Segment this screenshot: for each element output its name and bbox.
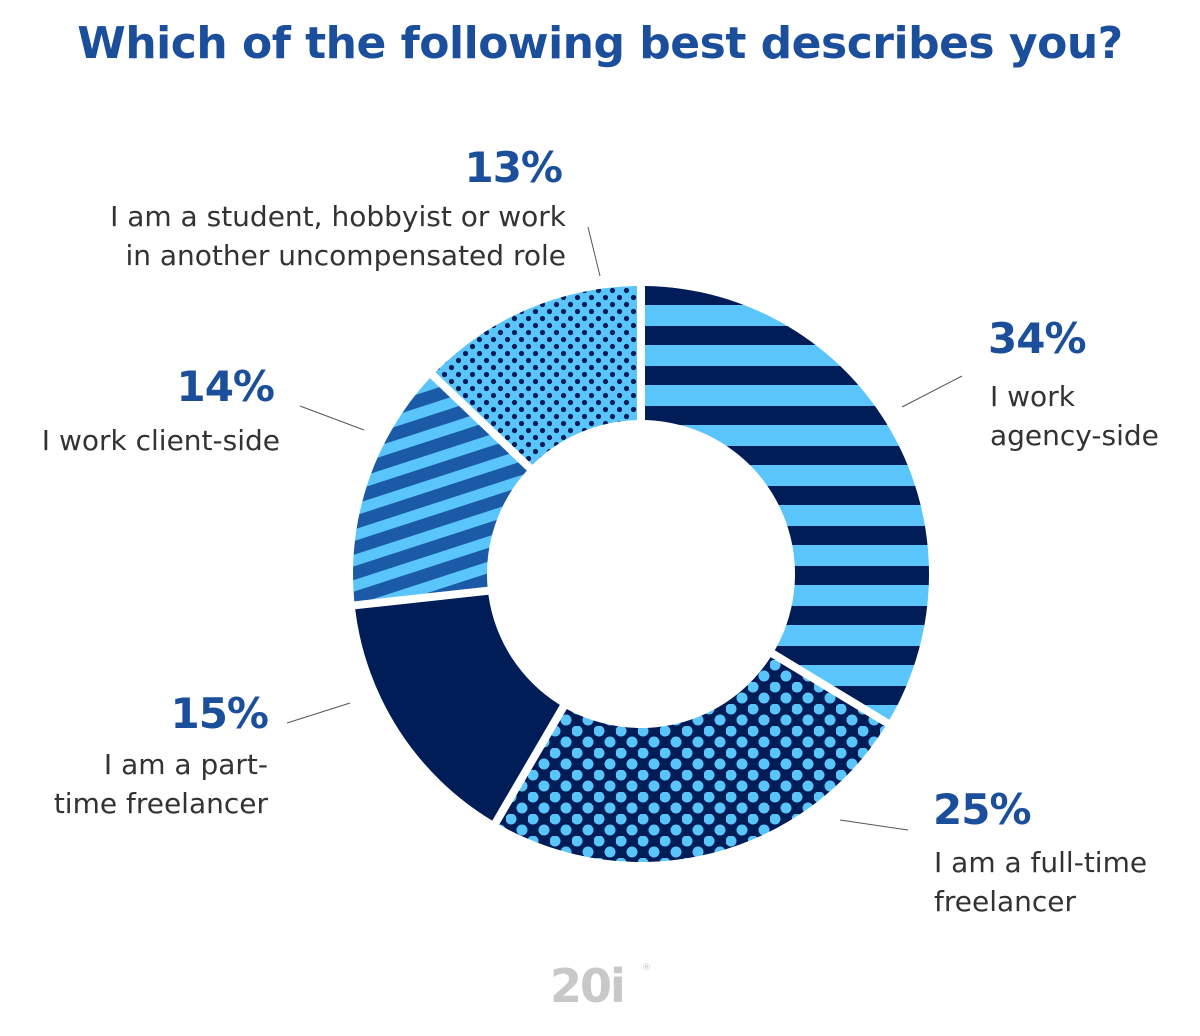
- slice-label-client-side: I work client-side: [41, 424, 280, 457]
- donut-slice-student-hobbyist: [435, 286, 638, 465]
- logo-text: 20i: [550, 959, 624, 1010]
- leader-line-client-side: [299, 405, 365, 431]
- slice-value-agency-side: 34%: [988, 314, 1087, 363]
- slice-label-full-time-freelancer: I am a full-time freelancer: [934, 846, 1148, 918]
- slice-value-client-side: 14%: [176, 362, 275, 411]
- leader-line-student-hobbyist: [587, 226, 601, 277]
- logo-registered-mark: ®: [642, 963, 651, 973]
- brand-logo: 20i ®: [550, 959, 651, 1010]
- slice-value-student-hobbyist: 13%: [464, 143, 563, 192]
- donut-slice-client-side: [353, 378, 527, 602]
- leader-line-agency-side: [901, 375, 963, 408]
- slice-label-part-time-freelancer: I am a part- time freelancer: [53, 748, 268, 820]
- donut-slice-full-time-freelancer: [499, 657, 886, 863]
- slice-value-full-time-freelancer: 25%: [933, 785, 1032, 834]
- leader-line-part-time-freelancer: [286, 702, 351, 724]
- chart-title: Which of the following best describes yo…: [77, 18, 1123, 69]
- slice-label-agency-side: I work agency-side: [990, 380, 1159, 452]
- donut-slice-agency-side: [644, 286, 929, 720]
- leader-line-full-time-freelancer: [839, 819, 909, 831]
- donut-slice-part-time-freelancer: [355, 594, 560, 821]
- slice-value-part-time-freelancer: 15%: [170, 689, 269, 738]
- slice-label-student-hobbyist: I am a student, hobbyist or work in anot…: [110, 200, 566, 272]
